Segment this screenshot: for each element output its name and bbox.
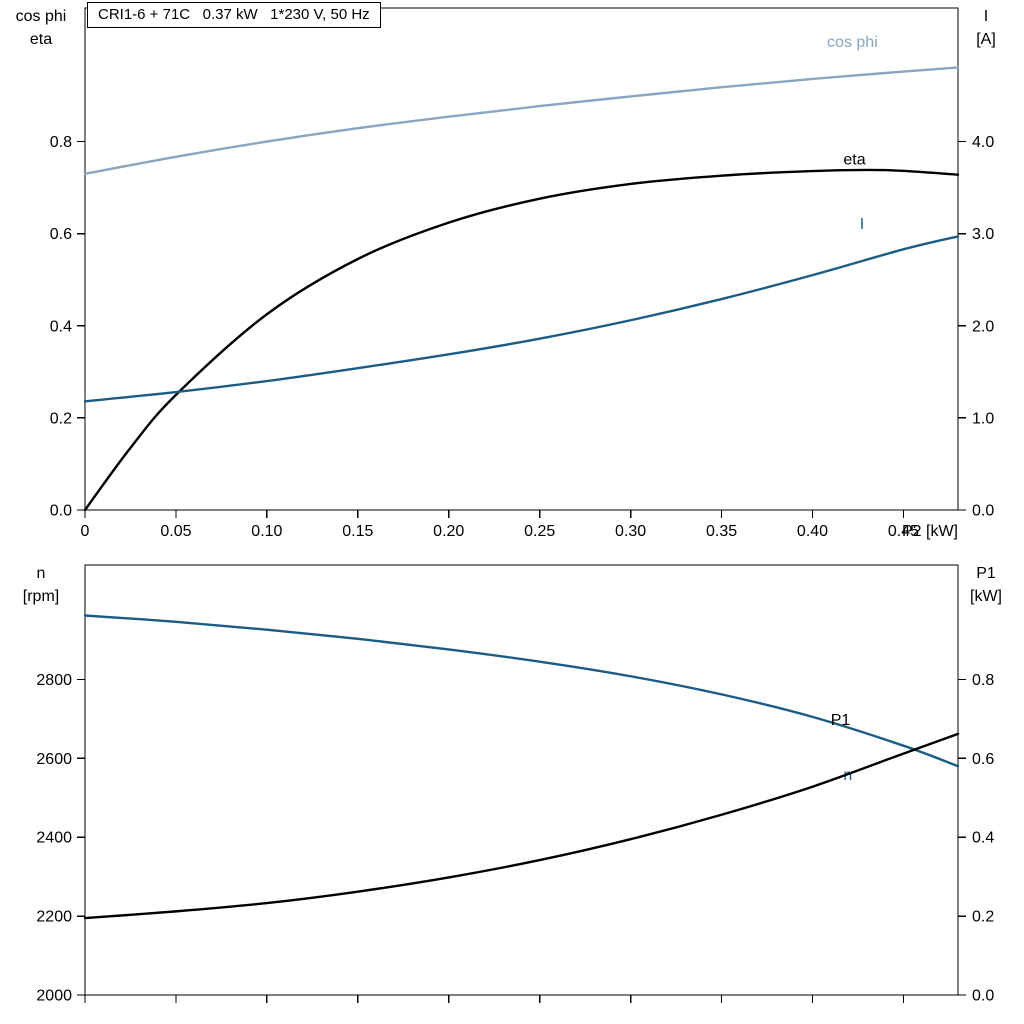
right-tick-label: 0.4 (972, 830, 994, 847)
x-tick-label: 0.10 (251, 523, 282, 540)
left-tick-label: 2800 (36, 672, 72, 689)
left-axis-label: [rpm] (23, 588, 59, 605)
chart-speed-power: 2000 2200 2400 2600 2800 0.0 0.2 0.4 0.6 0.8 n [rpm… (23, 564, 1002, 1005)
right-tick-label: 0.8 (972, 672, 994, 689)
right-tick-label: 1.0 (972, 410, 994, 427)
x-tick-label: 0.05 (160, 523, 191, 540)
x-tick-label: 0.45 (888, 523, 919, 540)
left-tick-label: 2200 (36, 909, 72, 926)
series-cos-phi-curve (83, 66, 960, 175)
right-axis-label: [kW] (970, 588, 1002, 605)
x-tick-label: 0.40 (797, 523, 828, 540)
left-tick-label: 0.6 (50, 226, 72, 243)
x-tick-label: 0 (81, 523, 90, 540)
right-tick-label: 0.6 (972, 751, 994, 768)
right-axis-label: P1 (976, 565, 996, 582)
left-axis-label: n (37, 565, 46, 582)
left-tick-label: 2000 (36, 988, 72, 1005)
left-axis-label: eta (30, 31, 52, 48)
right-tick-label: 0.2 (972, 909, 994, 926)
series-eta-label: eta (843, 152, 865, 169)
left-tick-label: 2600 (36, 751, 72, 768)
left-tick-label: 2400 (36, 830, 72, 847)
left-tick-label: 0.4 (50, 318, 72, 335)
x-tick-label: 0.25 (524, 523, 555, 540)
axes (77, 7, 966, 518)
series-n-curve (83, 614, 960, 768)
left-tick-label: 0.2 (50, 410, 72, 427)
right-axis-label: I (984, 8, 988, 25)
series-p1-curve (83, 732, 960, 920)
plot-frame (84, 7, 959, 511)
right-tick-label: 0.0 (972, 988, 994, 1005)
series-cos-phi-label: cos phi (827, 34, 878, 51)
right-tick-label: 3.0 (972, 226, 994, 243)
series-eta-curve (83, 168, 960, 512)
right-tick-label: 4.0 (972, 134, 994, 151)
axes (77, 564, 966, 1003)
x-tick-label: 0.35 (706, 523, 737, 540)
series-i-label: I (860, 216, 864, 233)
series-n-label: n (843, 767, 852, 784)
chart-title-box: CRI1-6 + 71C 0.37 kW 1*230 V, 50 Hz (87, 2, 381, 28)
left-tick-label: 0.0 (50, 503, 72, 520)
series-p1-label: P1 (831, 712, 851, 729)
x-axis-label: P2 [kW] (902, 523, 958, 540)
right-tick-label: 2.0 (972, 318, 994, 335)
x-tick-label: 0.30 (615, 523, 646, 540)
chart-title: CRI1-6 + 71C 0.37 kW 1*230 V, 50 Hz (98, 6, 370, 23)
chart-motor-performance: 0.0 0.2 0.4 0.6 0.8 0.0 1.0 2.0 3.0 4.0 0 0.05 0.10 0… (16, 7, 996, 540)
left-tick-label: 0.8 (50, 134, 72, 151)
series-i-curve (83, 235, 960, 403)
plot-frame (84, 564, 959, 996)
right-tick-label: 0.0 (972, 503, 994, 520)
right-axis-label: [A] (976, 31, 996, 48)
left-axis-label: cos phi (16, 8, 67, 25)
x-tick-label: 0.15 (342, 523, 373, 540)
x-tick-label: 0.20 (433, 523, 464, 540)
